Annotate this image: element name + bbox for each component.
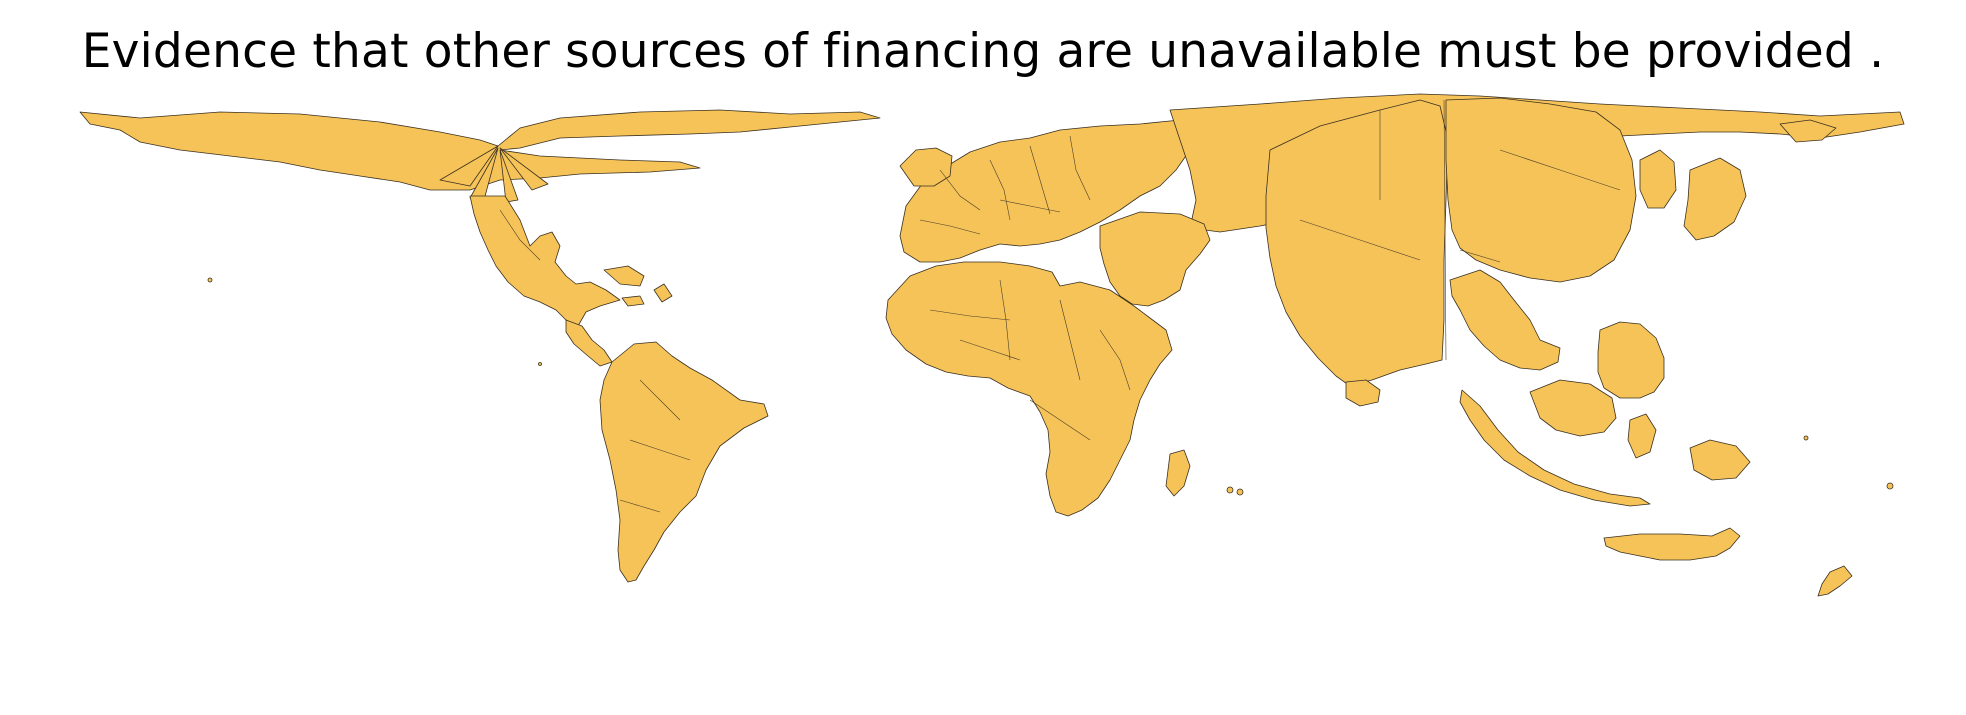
new-guinea-islands [1627, 413, 1751, 481]
korea-japan [1639, 149, 1747, 241]
south-asia-india [1265, 99, 1449, 387]
central-america [565, 319, 613, 367]
country-borders [499, 99, 1621, 513]
africa [885, 261, 1173, 517]
iceland-uk-region [899, 147, 953, 187]
china [1445, 97, 1637, 283]
border-lines-europe [919, 135, 1091, 235]
madagascar [1165, 449, 1191, 497]
land-masses [79, 93, 1905, 597]
europe [899, 119, 1201, 263]
new-zealand [1817, 565, 1853, 597]
indonesia-arc [1459, 389, 1651, 507]
indonesia-borneo [1529, 379, 1617, 437]
australia [1603, 527, 1741, 561]
small-island [1886, 482, 1894, 490]
north-america-canada-arctic [79, 109, 881, 191]
north-america-fan-spokes [439, 145, 549, 203]
middle-east [1099, 211, 1211, 307]
south-america [599, 341, 769, 583]
border-lines-americas [499, 209, 691, 513]
border-lines-asia [1299, 99, 1621, 361]
small-island [1226, 486, 1234, 494]
sri-lanka [1345, 379, 1381, 407]
caribbean-islands [603, 265, 673, 307]
border-lines-africa [929, 279, 1131, 441]
small-island [207, 277, 213, 283]
north-america-mainland [469, 195, 621, 327]
southeast-asia-mainland [1449, 269, 1561, 371]
small-island [538, 362, 542, 366]
japan-north [1779, 119, 1837, 143]
map-title: Evidence that other sources of financing… [81, 24, 1885, 79]
small-islands [207, 277, 1894, 496]
philippines-ring [1597, 321, 1665, 399]
small-island [1803, 435, 1809, 441]
small-island [1236, 488, 1244, 496]
